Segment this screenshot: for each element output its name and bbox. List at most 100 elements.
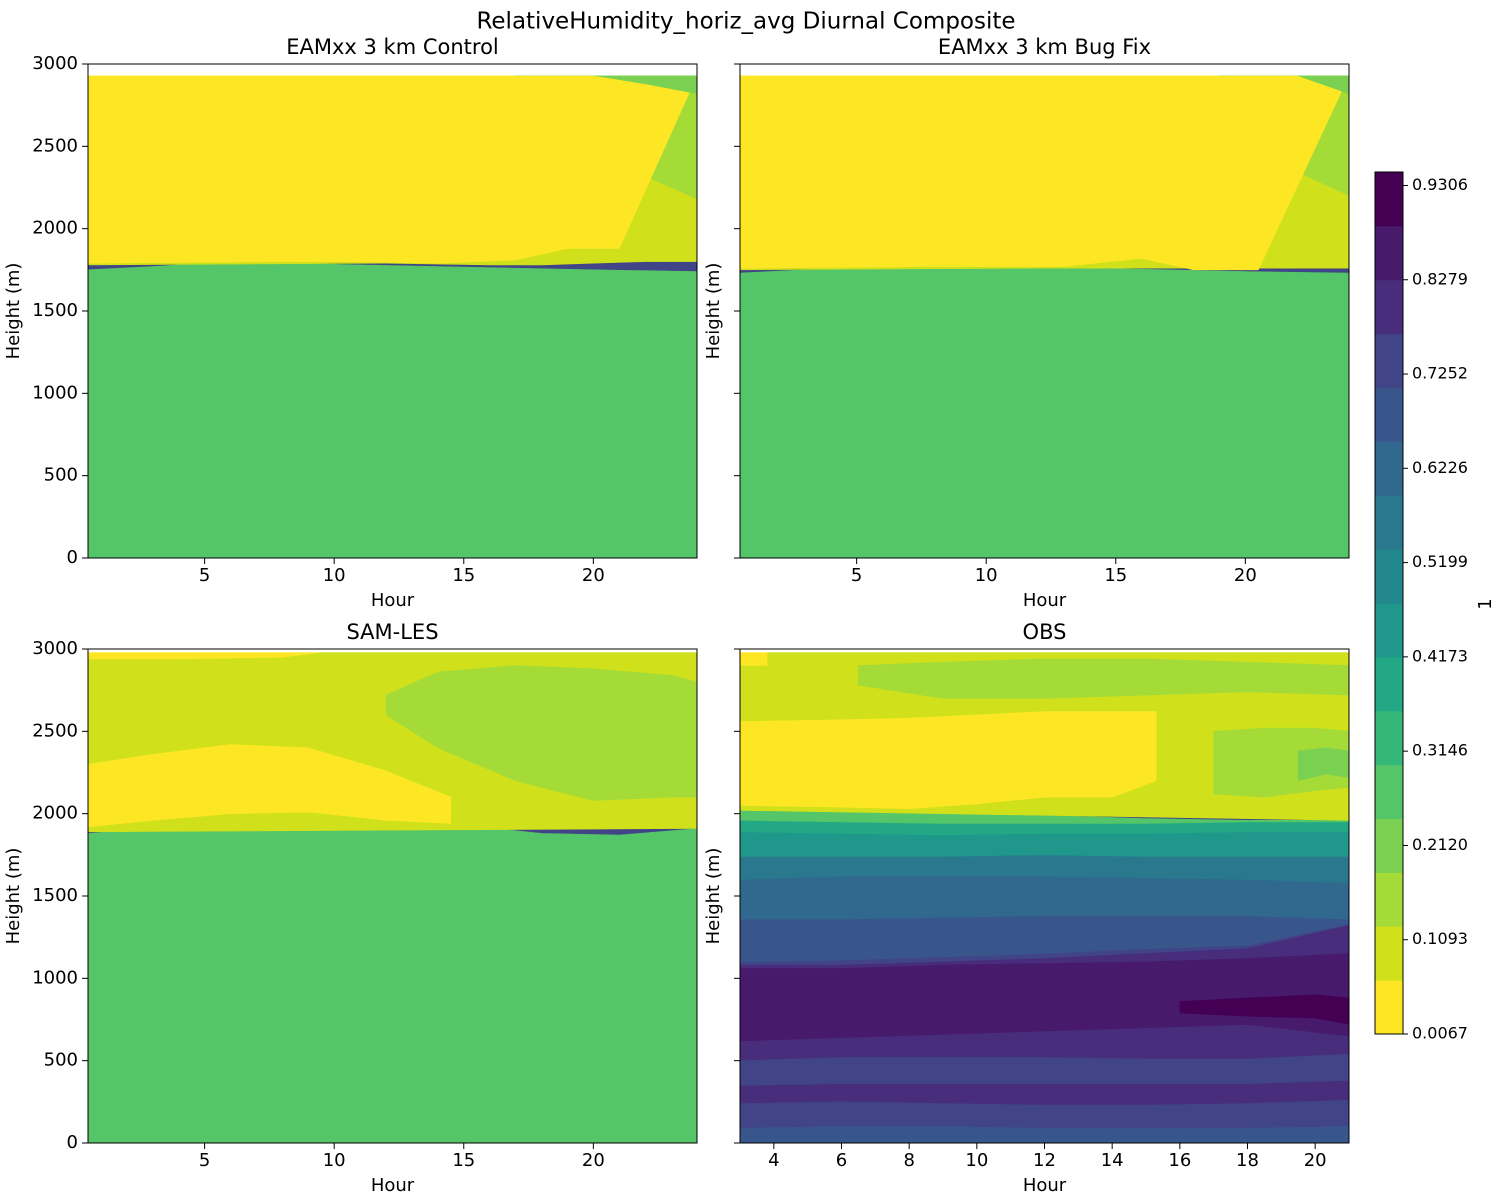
contour-band bbox=[740, 652, 768, 666]
x-tick-label: 5 bbox=[851, 565, 862, 586]
colorbar-tick-label: 0.9306 bbox=[1412, 175, 1468, 194]
x-axis-label: Hour bbox=[371, 1175, 415, 1196]
x-tick-label: 10 bbox=[975, 565, 998, 586]
colorbar-swatch bbox=[1375, 387, 1403, 442]
heatmap-area bbox=[88, 64, 697, 558]
contour-band bbox=[858, 658, 1349, 699]
contour-band bbox=[88, 815, 697, 1143]
panel-3: 5 10 15 20 0 500 1000 1500 2000 2500 3000 SAM-LES Ho… bbox=[3, 620, 698, 1196]
x-axis-label: Hour bbox=[1023, 590, 1067, 611]
colorbar-swatch bbox=[1375, 603, 1403, 658]
colorbar: 0.0067 0.1093 0.2120 0.3146 0.4173 0.5199 0.62… bbox=[1374, 171, 1468, 1043]
colorbar-label: 1 bbox=[1475, 598, 1496, 609]
panel-title: SAM-LES bbox=[346, 620, 438, 644]
panel-title: EAMxx 3 km Bug Fix bbox=[938, 35, 1151, 59]
heatmap-area bbox=[740, 64, 1349, 558]
colorbar-swatch bbox=[1375, 656, 1403, 712]
heatmap-area bbox=[740, 649, 1349, 1143]
colorbar-swatch bbox=[1375, 172, 1403, 227]
figure-title: RelativeHumidity_horiz_avg Diurnal Compo… bbox=[476, 9, 1015, 35]
colorbar-tick-label: 0.4173 bbox=[1412, 646, 1468, 665]
y-tick-label: 2500 bbox=[32, 720, 78, 741]
contour-band bbox=[88, 262, 697, 558]
colorbar-swatch bbox=[1375, 980, 1403, 1035]
x-tick-label: 8 bbox=[903, 1150, 914, 1171]
x-axis-label: Hour bbox=[371, 590, 415, 611]
x-tick-label: 15 bbox=[452, 1150, 475, 1171]
y-tick-label: 0 bbox=[67, 547, 78, 568]
y-tick-label: 1000 bbox=[32, 382, 78, 403]
colorbar-swatch bbox=[1375, 872, 1403, 927]
y-tick-label: 2000 bbox=[32, 803, 78, 824]
contour-band bbox=[1298, 747, 1349, 781]
contour-band bbox=[740, 1053, 1349, 1086]
contour-band bbox=[385, 665, 697, 801]
y-tick-label: 1500 bbox=[32, 885, 78, 906]
colorbar-swatch bbox=[1375, 225, 1403, 281]
colorbar-tick-label: 0.7252 bbox=[1412, 364, 1468, 383]
x-tick-label: 20 bbox=[582, 1150, 605, 1171]
colorbar-tick-label: 0.3146 bbox=[1412, 741, 1468, 760]
colorbar-swatch bbox=[1375, 818, 1403, 873]
contour-band bbox=[1213, 727, 1349, 798]
x-tick-label: 15 bbox=[452, 565, 475, 586]
x-tick-label: 4 bbox=[768, 1150, 779, 1171]
x-tick-label: 16 bbox=[1168, 1150, 1191, 1171]
contour-band bbox=[740, 875, 1349, 920]
y-tick-label: 500 bbox=[44, 1050, 78, 1071]
y-tick-label: 2500 bbox=[32, 135, 78, 156]
contour-band bbox=[88, 652, 322, 660]
contour-band bbox=[740, 711, 1157, 809]
panel-title: EAMxx 3 km Control bbox=[286, 35, 499, 59]
heatmap-area bbox=[88, 649, 697, 1143]
colorbar-tick-label: 0.6226 bbox=[1412, 458, 1468, 477]
x-tick-label: 14 bbox=[1101, 1150, 1124, 1171]
colorbar-tick-label: 0.1093 bbox=[1412, 929, 1468, 948]
y-tick-label: 0 bbox=[67, 1132, 78, 1153]
x-tick-label: 6 bbox=[836, 1150, 847, 1171]
colorbar-swatch bbox=[1375, 441, 1403, 496]
y-axis-label: Height (m) bbox=[3, 848, 24, 945]
y-tick-label: 1500 bbox=[32, 300, 78, 321]
colorbar-swatch bbox=[1375, 926, 1403, 981]
blank-region bbox=[88, 64, 697, 76]
colorbar-tick-label: 0.8279 bbox=[1412, 269, 1468, 288]
contour-band bbox=[740, 953, 1349, 1042]
blank-region bbox=[740, 649, 1349, 653]
y-tick-label: 2000 bbox=[32, 218, 78, 239]
y-tick-label: 3000 bbox=[32, 53, 78, 74]
panels: 5 10 15 20 0 500 1000 1500 2000 2500 3000 EAMxx 3 k… bbox=[3, 35, 1350, 1196]
contour-band bbox=[740, 831, 1349, 857]
colorbar-swatch bbox=[1375, 333, 1403, 388]
x-tick-label: 10 bbox=[323, 1150, 346, 1171]
colorbar-tick-label: 0.2120 bbox=[1412, 835, 1468, 854]
panel-1: 5 10 15 20 0 500 1000 1500 2000 2500 3000 EAMxx 3 k… bbox=[3, 35, 698, 611]
x-tick-label: 15 bbox=[1104, 565, 1127, 586]
colorbar-swatch bbox=[1375, 495, 1403, 550]
x-axis-label: Hour bbox=[1023, 1175, 1067, 1196]
contour-band bbox=[740, 266, 1349, 558]
colorbar-swatch bbox=[1375, 549, 1403, 604]
y-tick-label: 1000 bbox=[32, 967, 78, 988]
contour-band bbox=[88, 744, 452, 828]
blank-region bbox=[740, 64, 1349, 76]
contour-band bbox=[1179, 994, 1349, 1025]
y-axis-label: Height (m) bbox=[3, 263, 24, 360]
colorbar-frame bbox=[1374, 171, 1404, 1035]
x-tick-label: 5 bbox=[199, 1150, 210, 1171]
colorbar-swatch bbox=[1375, 764, 1403, 819]
x-tick-label: 10 bbox=[323, 565, 346, 586]
panel-4: 4 6 8 10 12 14 16 18 20 OBS Hour Height (m) bbox=[703, 620, 1350, 1196]
x-tick-label: 20 bbox=[582, 565, 605, 586]
y-tick-label: 3000 bbox=[32, 638, 78, 659]
contour-band bbox=[740, 1126, 1349, 1143]
colorbar-swatch bbox=[1375, 710, 1403, 766]
colorbar-swatch bbox=[1375, 279, 1403, 335]
x-tick-label: 20 bbox=[1304, 1150, 1327, 1171]
x-tick-label: 18 bbox=[1236, 1150, 1259, 1171]
panel-title: OBS bbox=[1023, 620, 1067, 644]
x-tick-label: 12 bbox=[1033, 1150, 1056, 1171]
y-axis-label: Height (m) bbox=[703, 848, 724, 945]
x-tick-label: 20 bbox=[1234, 565, 1257, 586]
